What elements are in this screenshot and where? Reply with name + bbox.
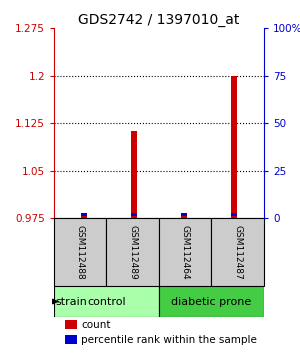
Bar	[212, 218, 264, 286]
Text: strain: strain	[55, 297, 87, 307]
Text: percentile rank within the sample: percentile rank within the sample	[81, 335, 257, 344]
Bar	[81, 212, 87, 216]
Bar	[159, 218, 211, 286]
Text: GSM112464: GSM112464	[181, 225, 190, 279]
Bar	[54, 286, 159, 318]
Bar	[159, 286, 264, 318]
Bar	[64, 335, 77, 344]
Bar	[181, 214, 187, 218]
Bar	[231, 76, 237, 218]
Bar	[231, 212, 237, 216]
Bar	[64, 320, 77, 329]
Text: GSM112489: GSM112489	[128, 224, 137, 279]
Bar	[54, 218, 106, 286]
Bar	[131, 131, 137, 218]
Bar	[106, 218, 159, 286]
Bar	[81, 212, 87, 218]
Text: GSM112488: GSM112488	[76, 224, 85, 279]
Bar	[181, 213, 187, 216]
Title: GDS2742 / 1397010_at: GDS2742 / 1397010_at	[78, 13, 240, 27]
Text: GSM112487: GSM112487	[233, 224, 242, 279]
Text: diabetic prone: diabetic prone	[171, 297, 252, 307]
Bar	[131, 212, 137, 216]
Text: control: control	[87, 297, 126, 307]
Text: count: count	[81, 320, 111, 330]
